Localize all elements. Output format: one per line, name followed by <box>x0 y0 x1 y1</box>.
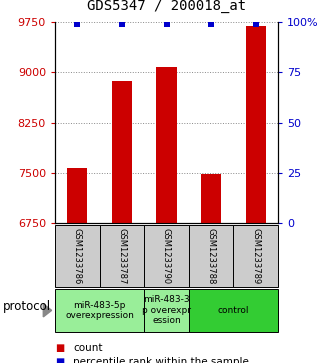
Text: ■: ■ <box>55 343 64 354</box>
Bar <box>246 26 266 223</box>
Bar <box>112 81 132 223</box>
Text: GSM1233786: GSM1233786 <box>73 228 82 284</box>
Text: count: count <box>73 343 103 354</box>
Text: GSM1233790: GSM1233790 <box>162 228 171 284</box>
Text: miR-483-5p
overexpression: miR-483-5p overexpression <box>65 301 134 320</box>
Text: GDS5347 / 200018_at: GDS5347 / 200018_at <box>87 0 246 13</box>
Bar <box>157 67 176 223</box>
Text: ■: ■ <box>55 357 64 363</box>
Text: GSM1233787: GSM1233787 <box>117 228 127 284</box>
Text: protocol: protocol <box>3 299 52 313</box>
Text: percentile rank within the sample: percentile rank within the sample <box>73 357 249 363</box>
Bar <box>201 174 221 223</box>
Text: miR-483-3
p overexpr
ession: miR-483-3 p overexpr ession <box>142 295 191 325</box>
Text: GSM1233789: GSM1233789 <box>251 228 260 284</box>
Polygon shape <box>43 304 52 317</box>
Text: GSM1233788: GSM1233788 <box>206 228 216 284</box>
Text: control: control <box>218 306 249 315</box>
Bar <box>67 167 87 223</box>
